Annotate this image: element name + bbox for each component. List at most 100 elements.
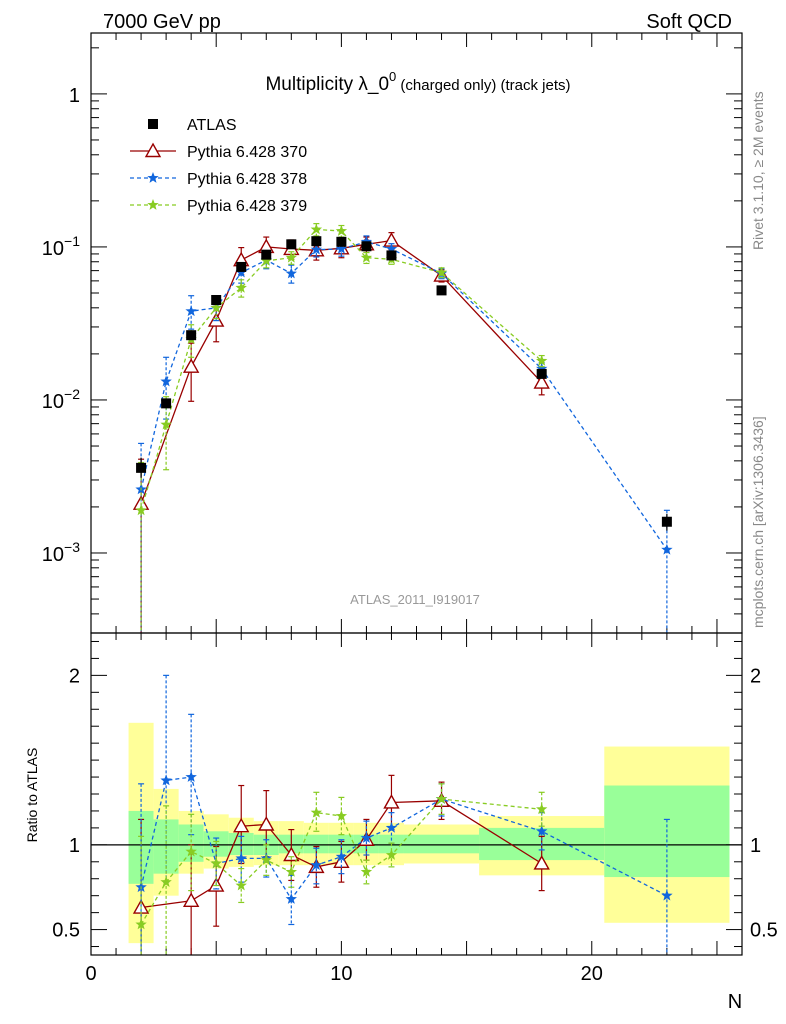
ratio-y-tick-label: 1 xyxy=(69,835,80,857)
ratio-s2-point xyxy=(385,821,398,833)
ratio-s2-point xyxy=(185,771,197,782)
band-green-7 xyxy=(303,834,329,854)
main-s2-point xyxy=(385,243,398,254)
main-s3-point xyxy=(310,223,323,235)
main-s0-series xyxy=(136,236,672,531)
main-s0-point xyxy=(236,261,247,272)
ratio-y-tick-label-right: 0.5 xyxy=(750,920,778,942)
legend-label: Pythia 6.428 379 xyxy=(187,198,307,215)
main-s0-point xyxy=(161,398,172,409)
ratio-s2-point xyxy=(235,852,247,864)
ratio-s1-point xyxy=(283,846,300,862)
band-green-11 xyxy=(403,834,480,854)
main-s0-point xyxy=(336,236,347,247)
main-s2-point xyxy=(536,362,548,374)
ratio-s2-point xyxy=(285,893,297,904)
ratio-s3-point xyxy=(235,879,247,891)
reference-bands xyxy=(91,722,742,944)
header-right: Soft QCD xyxy=(646,11,732,33)
ratio-s2-point xyxy=(335,850,348,862)
legend-label: Pythia 6.428 378 xyxy=(187,171,307,188)
ratio-ylabel: Ratio to ATLAS xyxy=(24,748,40,843)
y-tick-label: 10−3 xyxy=(42,539,80,566)
main-s3-point xyxy=(135,504,147,516)
main-s2-point xyxy=(185,305,197,317)
chart-title: Multiplicity λ_00 (charged only) (track … xyxy=(265,69,570,95)
ratio-s3-point xyxy=(135,918,147,930)
main-s0-point xyxy=(436,285,447,296)
main-s3-point xyxy=(435,266,448,278)
ratio-s1-point xyxy=(533,855,550,870)
axis-labels: 0 10 20 10−3 10−2 10−1 1 0.5 0.5 1 1 2 2 xyxy=(42,85,778,985)
y-tick-label: 1 xyxy=(69,85,80,107)
mcplots-label: mcplots.cern.ch [arXiv:1306.3436] xyxy=(750,416,766,628)
y-tick-label: 10−2 xyxy=(42,386,80,413)
ratio-s3-point xyxy=(160,876,172,887)
ratio-s3-point xyxy=(310,806,323,818)
main-s3-point xyxy=(160,418,172,430)
main-s0-point xyxy=(286,239,297,250)
main-s1-series xyxy=(132,232,550,633)
y-tick-label: 10−1 xyxy=(42,233,80,260)
ratio-s3-point xyxy=(210,857,222,869)
ratio-s3-point xyxy=(360,866,373,877)
x-tick-label: 20 xyxy=(581,963,603,985)
ratio-s3-point xyxy=(385,849,398,860)
ratio-s2-point xyxy=(536,825,548,837)
ratio-s3-point xyxy=(435,793,448,804)
legend-label: Pythia 6.428 370 xyxy=(187,144,307,161)
ratio-y-tick-label-right: 1 xyxy=(750,835,761,857)
ratio-y-tick-label: 2 xyxy=(69,665,80,687)
main-s3-point xyxy=(210,301,222,313)
ratio-s3-point xyxy=(536,803,548,815)
ratio-s2-point xyxy=(360,832,373,843)
ratio-s2-line xyxy=(140,776,668,901)
main-s2-point xyxy=(661,543,673,555)
main-s0-point xyxy=(386,250,397,261)
x-axis-label: N xyxy=(728,991,742,1013)
x-tick-label: 0 xyxy=(85,963,96,985)
legend-label: ATLAS xyxy=(187,117,237,134)
main-s2-line xyxy=(140,241,668,551)
main-s0-point xyxy=(211,294,222,305)
main-s3-series xyxy=(135,223,548,633)
main-s3-point xyxy=(360,251,373,263)
main-s3-point xyxy=(536,354,548,366)
ratio-s3-point xyxy=(285,866,297,877)
main-s0-point xyxy=(361,241,372,252)
main-s1-line xyxy=(140,239,543,504)
main-s0-point xyxy=(536,368,547,379)
series-layer xyxy=(132,223,673,955)
main-s0-point xyxy=(186,330,197,341)
chart-title-sup: 0 xyxy=(389,69,396,84)
main-s2-point xyxy=(160,375,172,387)
ratio-plot-frame xyxy=(90,632,743,956)
main-s3-line xyxy=(140,228,543,511)
ratio-s1-point xyxy=(182,892,200,907)
ratio-s3-point xyxy=(185,845,197,857)
chart-title-main: Multiplicity λ_0 xyxy=(265,74,389,95)
main-s0-point xyxy=(311,236,322,247)
main-s0-point xyxy=(261,249,272,260)
ratio-s2-point xyxy=(310,859,323,870)
watermark: ATLAS_2011_I919017 xyxy=(350,592,480,607)
main-s1-point xyxy=(533,374,550,389)
chart-title-small: (charged only) (track jets) xyxy=(396,77,570,94)
ratio-s2-point xyxy=(160,774,172,786)
main-s0-point xyxy=(136,462,147,473)
main-s3-point xyxy=(260,254,272,266)
main-s2-point xyxy=(335,243,348,254)
ratio-s3-series xyxy=(135,783,548,955)
main-s3-point xyxy=(285,251,297,263)
header-left: 7000 GeV pp xyxy=(103,11,221,33)
ratio-s1-point xyxy=(383,794,400,809)
ratio-s1-point xyxy=(258,816,275,831)
ratio-s1-point xyxy=(233,817,250,833)
ratio-y-tick-label-right: 2 xyxy=(750,665,761,687)
main-s3-point xyxy=(335,225,348,236)
ratio-y-tick-label: 0.5 xyxy=(52,920,80,942)
main-s0-point xyxy=(661,516,672,527)
ratio-s3-point xyxy=(335,810,348,821)
ratio-s2-point xyxy=(661,889,673,901)
